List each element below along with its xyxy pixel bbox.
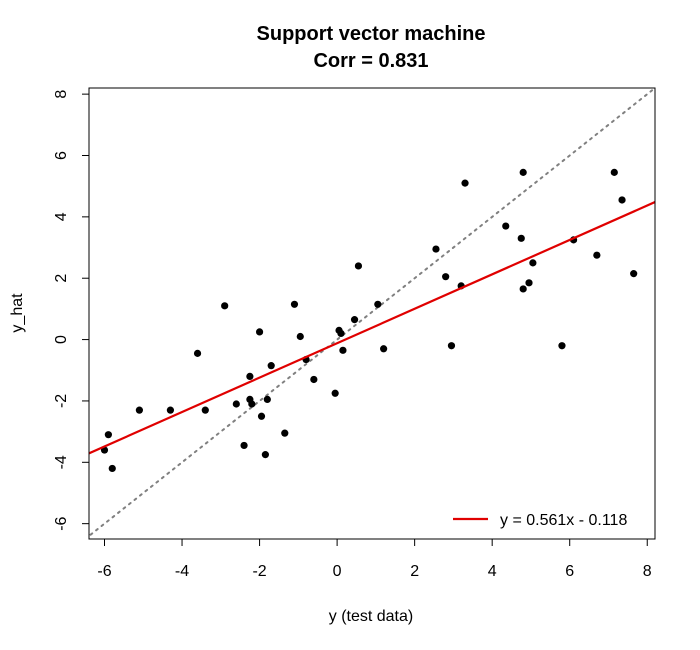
data-point (108, 464, 116, 473)
y-tick-label: 2 (53, 274, 70, 283)
y-tick-label: 0 (53, 335, 70, 344)
data-point (558, 342, 566, 350)
data-point (432, 245, 440, 253)
x-tick-label: -2 (252, 563, 266, 580)
data-point (519, 168, 527, 176)
data-point (593, 251, 601, 259)
data-point (240, 441, 248, 450)
y-tick-label: -4 (53, 455, 70, 469)
identity-line (89, 88, 655, 538)
data-point (104, 431, 112, 439)
data-point (517, 234, 525, 242)
x-tick-label: 8 (643, 563, 652, 580)
data-point (310, 375, 318, 384)
x-tick-label: 0 (333, 563, 342, 580)
y-tick-label: 4 (53, 212, 70, 221)
data-point (461, 179, 469, 187)
data-point (610, 168, 618, 176)
data-point (519, 285, 527, 293)
y-tick-label: -2 (53, 394, 70, 408)
data-point (337, 329, 345, 338)
data-point (281, 429, 289, 437)
plot-area (89, 88, 655, 538)
chart-title: Support vector machine (257, 23, 486, 45)
data-point (354, 262, 363, 270)
data-point (630, 270, 638, 278)
x-tick-label: -4 (175, 563, 189, 580)
data-point (246, 372, 254, 380)
y-tick-label: 6 (53, 151, 70, 160)
data-point (447, 342, 456, 350)
legend: y = 0.561x - 0.118 (453, 512, 627, 529)
data-point (380, 345, 388, 353)
data-point (290, 300, 299, 308)
data-point (350, 316, 359, 324)
x-axis-label: y (test data) (329, 608, 413, 625)
data-point (525, 279, 533, 287)
data-point (339, 346, 347, 354)
x-tick-label: 4 (488, 563, 497, 580)
chart-subtitle: Corr = 0.831 (313, 50, 428, 72)
data-point (442, 273, 450, 281)
data-point (201, 406, 209, 414)
x-tick-label: -6 (97, 563, 111, 580)
y-axis: -6 -4 -2 0 2 4 6 8 (53, 90, 89, 531)
legend-label: y = 0.561x - 0.118 (500, 512, 627, 529)
y-axis-label: y_hat (9, 293, 26, 333)
x-axis: -6 -4 -2 0 2 4 6 8 (97, 539, 652, 580)
data-point (502, 222, 510, 230)
data-point (232, 400, 240, 408)
data-point (267, 362, 275, 370)
data-point (166, 406, 175, 414)
data-point (261, 451, 269, 459)
plot-frame (88, 87, 656, 540)
data-point (296, 332, 304, 341)
data-point (257, 412, 266, 420)
x-tick-label: 6 (565, 563, 574, 580)
y-tick-label: 8 (53, 90, 70, 99)
data-point (263, 395, 271, 404)
data-point (331, 389, 339, 397)
data-point (374, 300, 382, 308)
data-point (618, 196, 626, 204)
y-tick-label: -6 (53, 516, 70, 530)
x-tick-label: 2 (410, 563, 419, 580)
data-point (248, 400, 256, 408)
data-point (221, 302, 229, 310)
regression-line (89, 201, 655, 455)
data-point (255, 328, 264, 336)
data-point (193, 349, 202, 357)
data-point (529, 259, 537, 267)
data-point (135, 406, 143, 414)
